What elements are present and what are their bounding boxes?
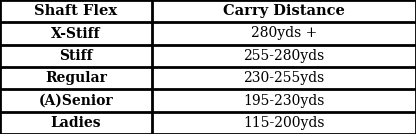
Text: 115-200yds: 115-200yds (243, 116, 324, 130)
Text: Stiff: Stiff (59, 49, 93, 63)
Text: 195-230yds: 195-230yds (243, 94, 324, 107)
Text: 230-255yds: 230-255yds (243, 71, 324, 85)
Text: Ladies: Ladies (51, 116, 101, 130)
Text: Shaft Flex: Shaft Flex (35, 4, 117, 18)
Text: 280yds +: 280yds + (251, 27, 317, 40)
Text: (A)Senior: (A)Senior (39, 94, 113, 107)
Text: 255-280yds: 255-280yds (243, 49, 324, 63)
Text: X-Stiff: X-Stiff (51, 27, 101, 40)
Text: Carry Distance: Carry Distance (223, 4, 345, 18)
Text: Regular: Regular (45, 71, 107, 85)
